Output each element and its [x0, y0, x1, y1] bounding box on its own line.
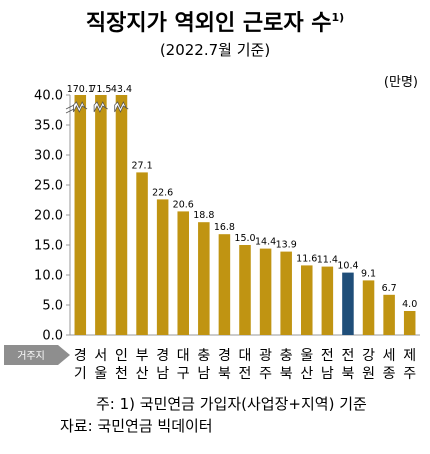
- category-label: 종: [383, 366, 396, 382]
- category-label: 강: [362, 348, 375, 364]
- bar: [115, 95, 128, 335]
- bar: [362, 280, 375, 335]
- category-label: 전: [321, 348, 334, 364]
- y-tick-label: 0.0: [42, 329, 63, 344]
- data-label: 27.1: [131, 160, 152, 171]
- bar: [342, 272, 354, 335]
- axis-break-mark: [93, 101, 108, 113]
- note-2: 자료: 국민연금 빅데이터: [60, 417, 213, 435]
- category-label: 구: [177, 366, 190, 382]
- category-label: 주: [403, 366, 416, 382]
- bar: [95, 95, 107, 335]
- bar: [198, 222, 210, 335]
- y-tick-label: 15.0: [34, 239, 63, 254]
- x-badge-shape: [4, 345, 70, 365]
- data-label: 9.1: [361, 268, 376, 279]
- data-label: 11.4: [317, 255, 338, 266]
- category-label: 주: [259, 366, 272, 382]
- bar: [259, 248, 272, 335]
- axis-break-mark: [65, 104, 75, 114]
- bar: [218, 234, 231, 335]
- chart-title: 직장지가 역외인 근로자 수1): [86, 11, 344, 36]
- category-label: 남: [321, 366, 334, 382]
- category-label: 대: [177, 348, 190, 364]
- data-label: 20.6: [173, 199, 194, 210]
- data-label: 71.5: [90, 84, 111, 95]
- data-label: 13.9: [276, 240, 297, 251]
- bar: [403, 311, 416, 335]
- bar: [156, 199, 169, 335]
- bar: [136, 172, 148, 335]
- data-label: 14.4: [255, 237, 276, 248]
- category-label: 산: [300, 366, 313, 382]
- x-badge: 거주지: [4, 345, 70, 365]
- category-label: 세: [383, 348, 396, 364]
- bar: [383, 294, 395, 335]
- data-label: 10.4: [337, 261, 358, 272]
- category-label: 부: [136, 348, 149, 364]
- y-tick-label: 10.0: [34, 269, 63, 284]
- category-label: 남: [197, 366, 210, 382]
- data-label: 16.8: [214, 222, 235, 233]
- category-label: 경: [74, 348, 87, 364]
- plot-area: 0.0 5.0 10.0 15.0 20.0 25.0 30.0 35.0 40.0 170.1 경…: [34, 84, 420, 382]
- bar: [74, 95, 87, 335]
- axis-break-mark: [73, 101, 88, 113]
- category-label: 충: [197, 348, 210, 364]
- y-tick-label: 30.0: [34, 149, 63, 164]
- note-1: 주: 1) 국민연금 가입자(사업장+지역) 기준: [96, 395, 367, 413]
- data-label: 18.8: [193, 210, 214, 221]
- bar: [239, 245, 251, 335]
- axis-break-mark: [114, 101, 129, 113]
- category-label: 산: [136, 366, 149, 382]
- category-label: 남: [156, 366, 169, 382]
- bar: [177, 211, 189, 335]
- category-label: 북: [218, 366, 231, 382]
- category-label: 경: [218, 348, 231, 364]
- data-label: 22.6: [152, 187, 173, 198]
- category-label: 전: [341, 348, 354, 364]
- category-label: 북: [341, 366, 354, 382]
- chart-subtitle: (2022.7월 기준): [160, 41, 270, 59]
- category-label: 기: [74, 366, 87, 382]
- category-label: 인: [115, 348, 128, 364]
- bar: [301, 265, 313, 335]
- category-label: 북: [280, 366, 293, 382]
- category-label: 전: [239, 366, 252, 382]
- category-label: 천: [115, 366, 128, 382]
- category-label: 제: [403, 348, 416, 364]
- category-label: 울: [94, 366, 107, 382]
- category-label: 울: [300, 348, 313, 364]
- unit-label: (만명): [384, 75, 418, 90]
- y-tick-label: 5.0: [42, 299, 63, 314]
- category-label: 대: [239, 348, 252, 364]
- category-label: 경: [156, 348, 169, 364]
- y-tick-label: 40.0: [34, 89, 63, 104]
- category-label: 서: [94, 348, 107, 364]
- bar: [321, 266, 334, 335]
- category-label: 광: [259, 348, 272, 364]
- category-label: 원: [362, 366, 375, 382]
- y-tick-label: 35.0: [34, 119, 63, 134]
- x-badge-label: 거주지: [17, 350, 45, 362]
- category-label: 충: [280, 348, 293, 364]
- data-label: 11.6: [296, 253, 317, 264]
- bar: [280, 251, 292, 335]
- data-label: 6.7: [382, 283, 397, 294]
- data-label: 4.0: [402, 299, 417, 310]
- data-label: 15.0: [234, 233, 255, 244]
- y-tick-label: 20.0: [34, 209, 63, 224]
- y-tick-label: 25.0: [34, 179, 63, 194]
- data-label: 170.1: [67, 84, 94, 95]
- data-label: 43.4: [111, 84, 132, 95]
